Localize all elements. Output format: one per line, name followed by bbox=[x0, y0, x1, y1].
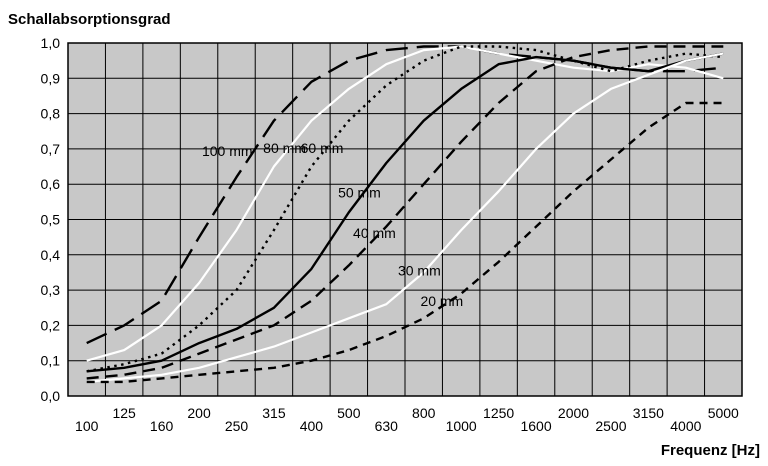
series-line-40-mm bbox=[86, 45, 724, 380]
y-tick-label: 0,4 bbox=[41, 247, 61, 263]
y-tick-label: 0,3 bbox=[41, 282, 61, 298]
x-tick-label: 630 bbox=[375, 418, 399, 434]
x-tick-label: 250 bbox=[225, 418, 249, 434]
series-label: 30 mm bbox=[398, 263, 441, 279]
x-tick-label: 160 bbox=[150, 418, 174, 434]
y-tick-label: 0,8 bbox=[41, 106, 61, 122]
series-line-30-mm bbox=[86, 52, 724, 383]
x-tick-label: 3150 bbox=[633, 405, 664, 421]
series-lines bbox=[86, 45, 724, 384]
x-tick-label: 800 bbox=[412, 405, 436, 421]
series-line-50-mm bbox=[86, 52, 724, 373]
x-tick-label: 200 bbox=[187, 405, 211, 421]
y-tick-label: 0,9 bbox=[41, 70, 61, 86]
x-tick-label: 315 bbox=[262, 405, 286, 421]
x-tick-label: 100 bbox=[75, 418, 99, 434]
x-tick-label: 2000 bbox=[558, 405, 589, 421]
x-tick-label: 500 bbox=[337, 405, 361, 421]
y-tick-label: 1,0 bbox=[41, 35, 61, 51]
series-label: 60 mm bbox=[301, 140, 344, 156]
plot-border bbox=[67, 42, 743, 397]
x-tick-label: 1000 bbox=[446, 418, 477, 434]
x-tick-label: 5000 bbox=[708, 405, 739, 421]
x-tick-label: 1600 bbox=[520, 418, 551, 434]
y-tick-label: 0,6 bbox=[41, 176, 61, 192]
series-label: 50 mm bbox=[338, 185, 381, 201]
x-axis-ticks: 100 125 160 200 250 315 400 500 630 800 1000 1250 16… bbox=[75, 405, 739, 434]
series-line-80-mm bbox=[86, 45, 724, 362]
series-label: 40 mm bbox=[353, 225, 396, 241]
y-axis-title: Schallabsorptionsgrad bbox=[8, 11, 171, 28]
y-tick-label: 0,1 bbox=[41, 353, 61, 369]
y-tick-label: 0,7 bbox=[41, 141, 61, 157]
series-label: 20 mm bbox=[420, 293, 463, 309]
y-tick-label: 0,0 bbox=[41, 388, 61, 404]
x-tick-label: 1250 bbox=[483, 405, 514, 421]
series-label: 100 mm bbox=[202, 143, 253, 159]
grid-lines bbox=[67, 42, 743, 397]
x-tick-label: 4000 bbox=[670, 418, 701, 434]
y-tick-label: 0,5 bbox=[41, 212, 61, 228]
series-label: 80 mm bbox=[263, 140, 306, 156]
series-line-20-mm bbox=[86, 101, 724, 384]
x-tick-label: 2500 bbox=[595, 418, 626, 434]
x-tick-label: 125 bbox=[112, 405, 136, 421]
x-axis-title: Frequenz [Hz] bbox=[661, 442, 760, 459]
x-tick-label: 400 bbox=[300, 418, 324, 434]
y-axis-ticks: 0,0 0,1 0,2 0,3 0,4 0,5 0,6 0,7 0,8 0,9 1,0 bbox=[41, 35, 61, 404]
y-tick-label: 0,2 bbox=[41, 317, 61, 333]
